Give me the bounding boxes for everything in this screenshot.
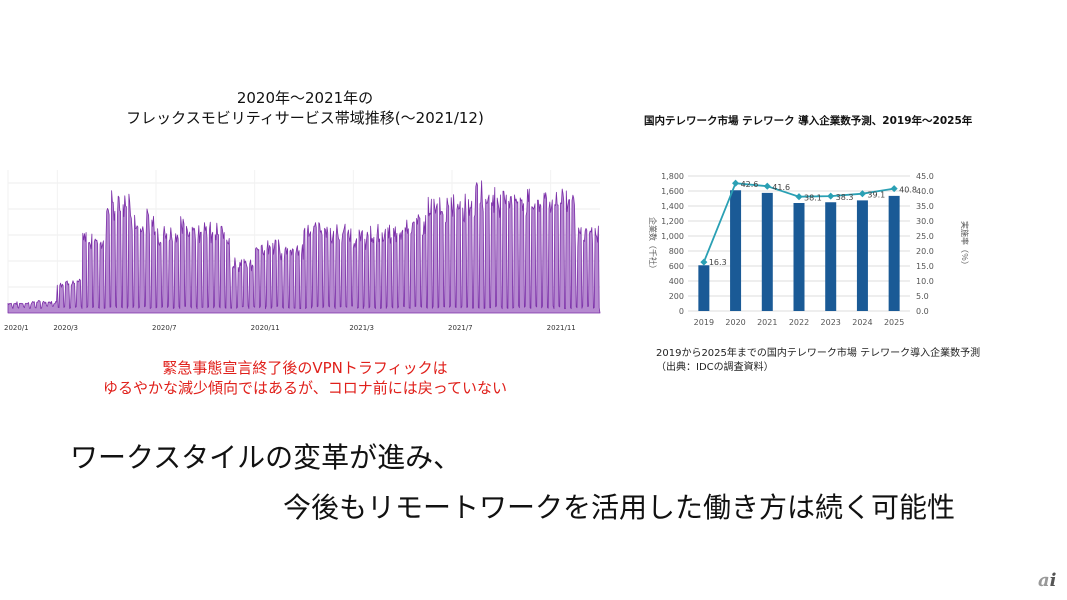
x-tick-label: 2020/7	[152, 324, 177, 332]
y2-axis-label: 実施率（％）	[960, 221, 970, 269]
y2-tick-label: 30.0	[916, 217, 934, 226]
x-tick-label: 2025	[884, 318, 904, 327]
data-label: 42.6	[741, 180, 759, 189]
data-label: 39.1	[867, 191, 885, 200]
telework-caption-line2: （出典：IDCの調査資料）	[656, 362, 774, 373]
y-tick-label: 400	[669, 277, 684, 286]
bar	[793, 203, 805, 311]
y2-tick-label: 15.0	[916, 262, 934, 271]
bar	[698, 265, 710, 311]
data-label: 38.1	[804, 194, 822, 203]
x-tick-label: 2020/11	[251, 324, 280, 332]
x-tick-label: 2021/7	[448, 324, 473, 332]
x-tick-label: 2021/3	[349, 324, 374, 332]
y-tick-label: 600	[669, 262, 684, 271]
y-axis-label: 企業数（千社）	[648, 217, 658, 273]
bar	[825, 202, 837, 311]
data-label: 38.3	[836, 193, 854, 202]
vpn-note-line1: 緊急事態宣言終了後のVPNトラフィックは	[162, 359, 448, 377]
x-tick-label: 2020	[725, 318, 745, 327]
y-tick-label: 800	[669, 247, 684, 256]
bar	[856, 200, 868, 311]
message-line1: ワークスタイルの変革が進み、	[70, 441, 462, 474]
x-tick-label: 2024	[852, 318, 872, 327]
bar	[730, 190, 742, 311]
rate-point	[795, 193, 803, 201]
rate-point	[700, 258, 708, 266]
y-tick-label: 1,200	[661, 217, 684, 226]
x-tick-label: 2021/11	[547, 324, 576, 332]
y-tick-label: 0	[679, 307, 684, 316]
logo: ai	[1038, 570, 1057, 591]
bar	[888, 195, 900, 311]
y-tick-label: 1,000	[661, 232, 684, 241]
y2-tick-label: 5.0	[916, 292, 929, 301]
y2-tick-label: 45.0	[916, 172, 934, 181]
data-label: 41.6	[772, 183, 790, 192]
y-tick-label: 1,400	[661, 202, 684, 211]
rate-point	[732, 179, 740, 187]
y2-tick-label: 0.0	[916, 307, 929, 316]
traffic-series	[7, 180, 601, 314]
telework-caption-line1: 2019から2025年までの国内テレワーク市場 テレワーク導入企業数予測	[656, 348, 981, 359]
telework-caption: 2019から2025年までの国内テレワーク市場 テレワーク導入企業数予測 （出典…	[656, 347, 980, 375]
telework-chart: 0 0.0 200 5.0 400 10.0 600 15.0 800 20.0 1,000 25.0…	[648, 172, 970, 327]
y2-tick-label: 10.0	[916, 277, 934, 286]
x-tick-label: 2022	[789, 318, 809, 327]
y2-tick-label: 20.0	[916, 247, 934, 256]
message-line2: 今後もリモートワークを活用した働き方は続く可能性	[283, 491, 956, 524]
left-chart-title: 2020年〜2021年の フレックスモビリティサービス帯域推移(〜2021/12…	[100, 88, 510, 128]
y-tick-label: 1,800	[661, 172, 684, 181]
left-chart-title-line1: 2020年〜2021年の	[236, 89, 374, 107]
y2-tick-label: 35.0	[916, 202, 934, 211]
bandwidth-chart: 2020/1 2020/3 2020/7 2020/11 2021/3 2021/7 202…	[4, 170, 601, 332]
x-tick-label: 2020/1	[4, 324, 29, 332]
telework-chart-title: 国内テレワーク市場 テレワーク 導入企業数予測、2019年〜2025年	[644, 115, 973, 127]
y2-tick-label: 40.0	[916, 187, 934, 196]
y-tick-label: 1,600	[661, 187, 684, 196]
rate-point	[763, 182, 771, 190]
x-tick-label: 2021	[757, 318, 777, 327]
data-label: 40.8	[899, 186, 917, 195]
x-tick-label: 2023	[821, 318, 841, 327]
x-tick-label: 2020/3	[53, 324, 78, 332]
data-label: 16.3	[709, 258, 727, 267]
y2-tick-label: 25.0	[916, 232, 934, 241]
vpn-note: 緊急事態宣言終了後のVPNトラフィックは ゆるやかな減少傾向ではあるが、コロナ前…	[80, 358, 530, 398]
y-tick-label: 200	[669, 292, 684, 301]
vpn-note-line2: ゆるやかな減少傾向ではあるが、コロナ前には戻っていない	[103, 379, 507, 397]
rate-point	[827, 192, 835, 200]
bar	[761, 192, 773, 311]
x-tick-label: 2019	[694, 318, 714, 327]
left-chart-title-line2: フレックスモビリティサービス帯域推移(〜2021/12)	[126, 109, 484, 127]
